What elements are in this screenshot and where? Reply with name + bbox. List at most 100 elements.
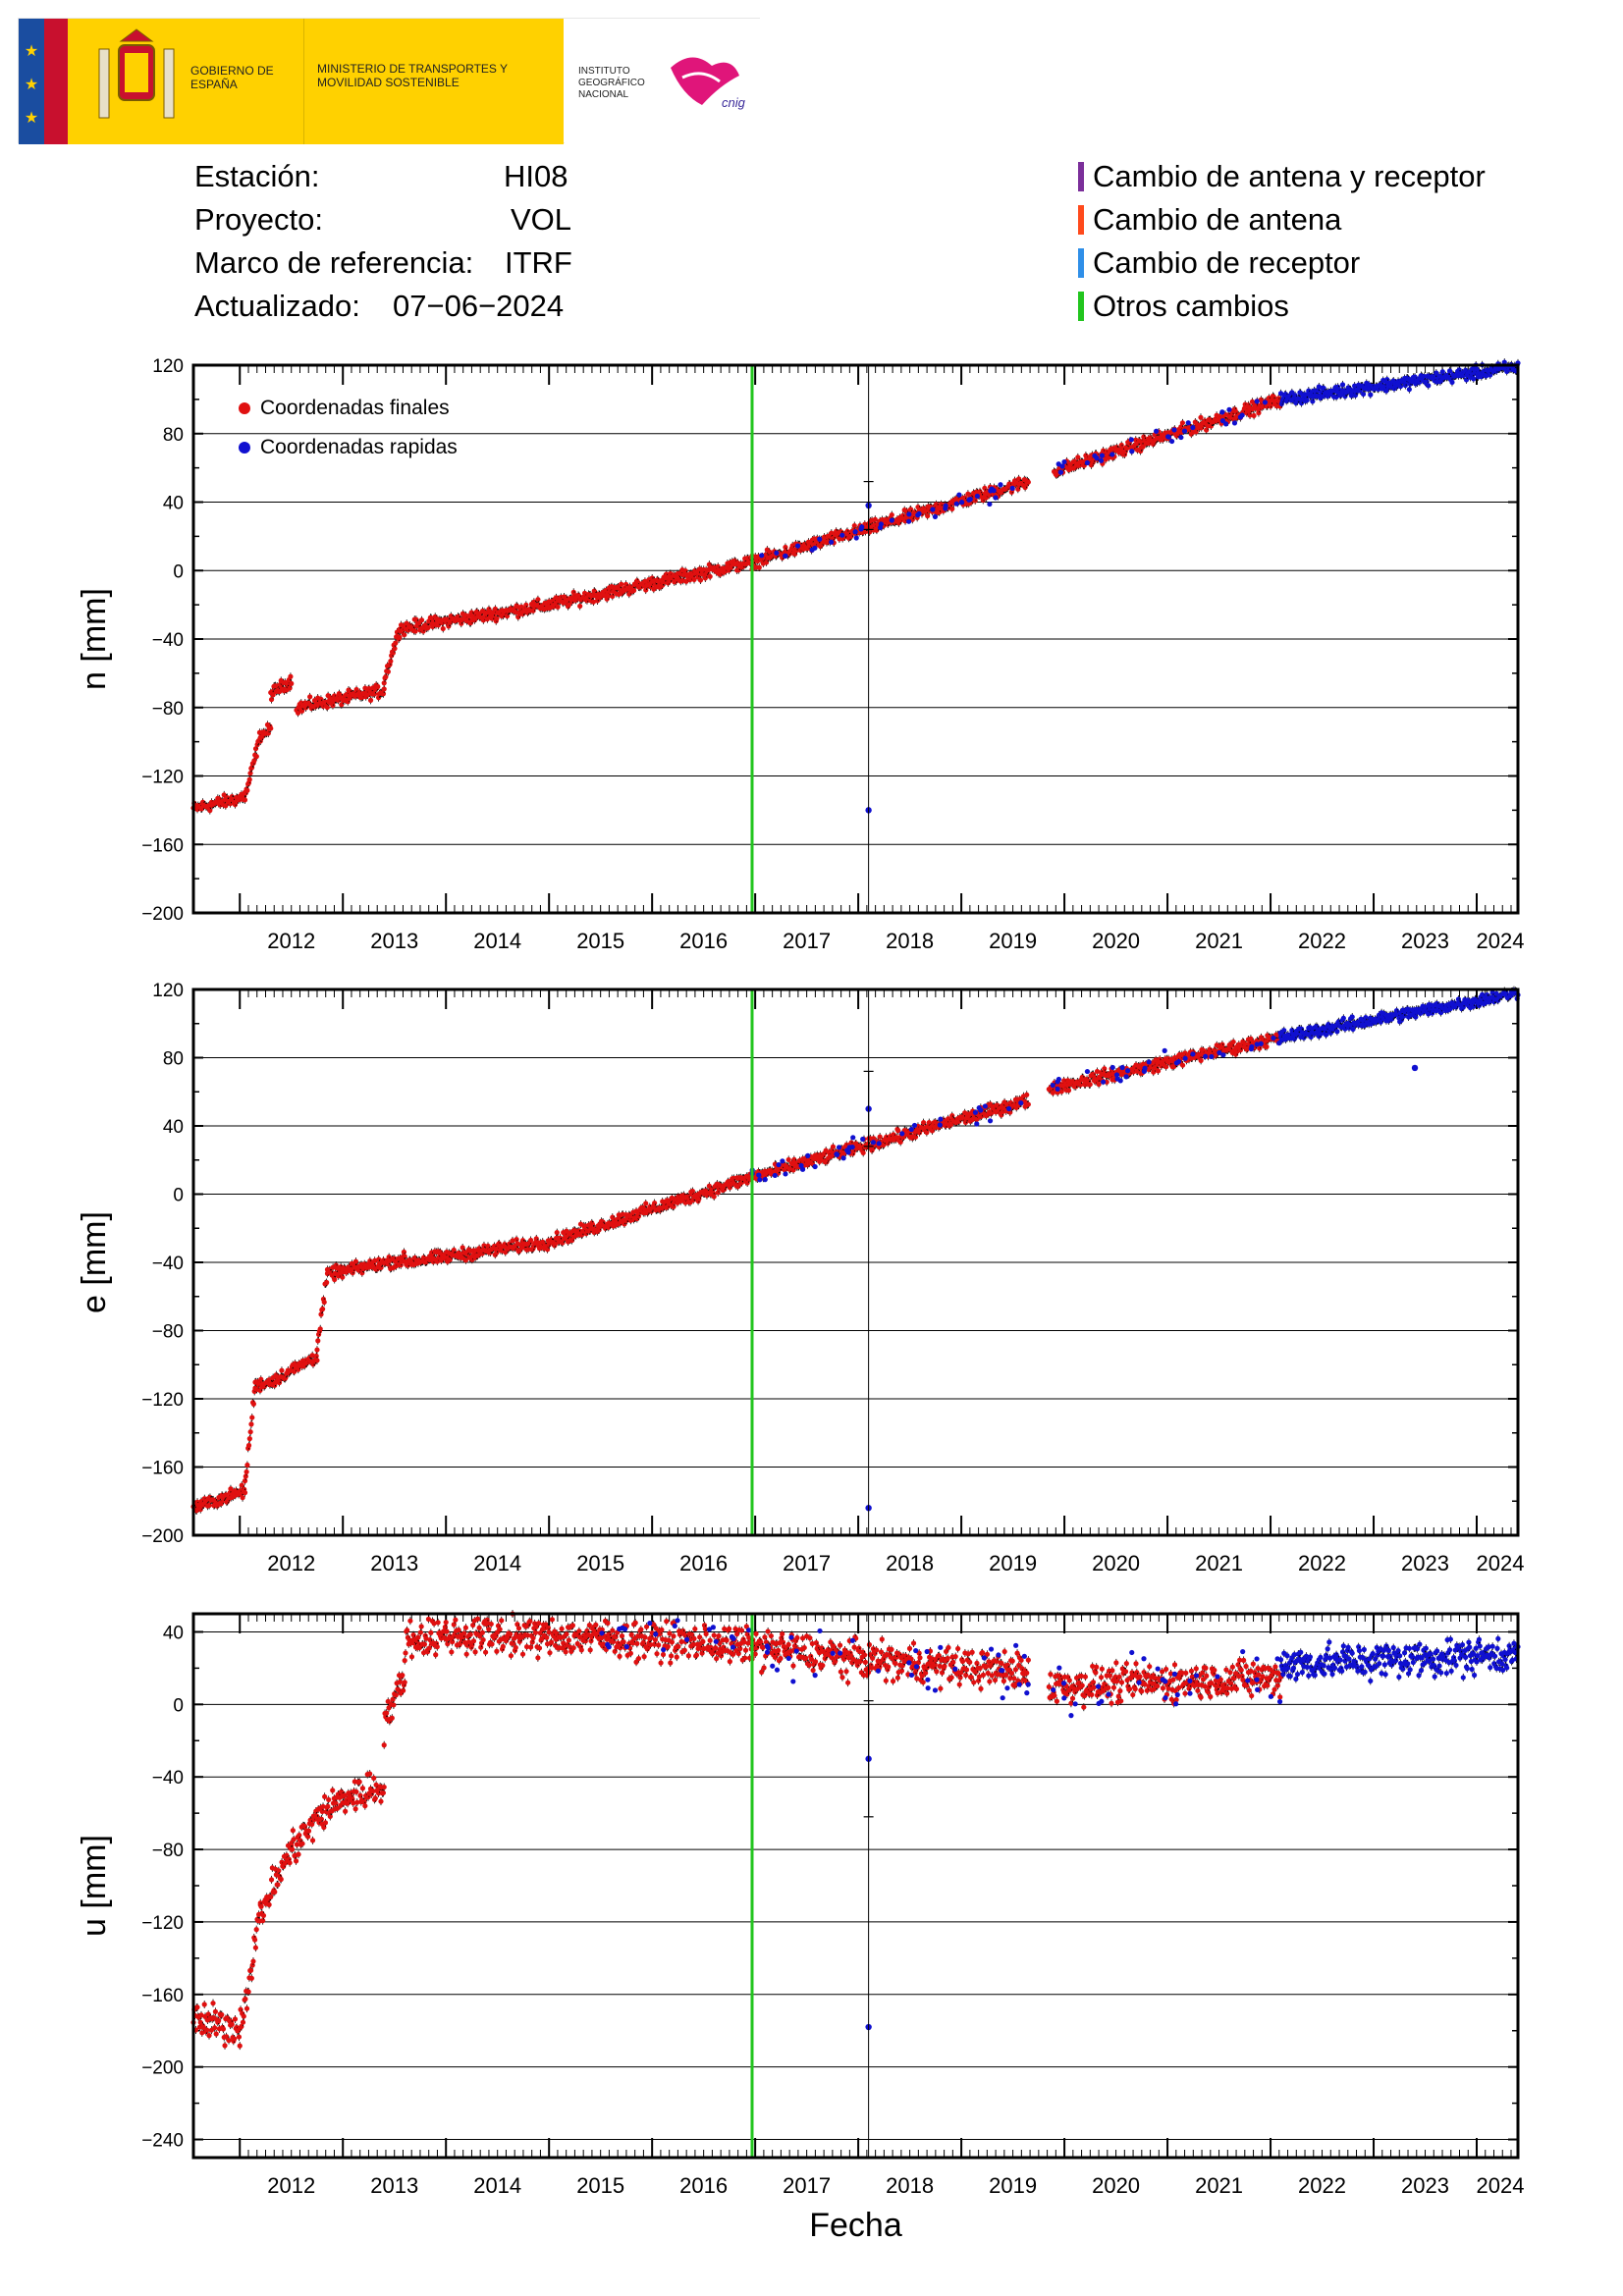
series-final xyxy=(190,1029,1284,1515)
data-point xyxy=(1310,399,1316,404)
data-point xyxy=(1168,438,1175,445)
data-point xyxy=(817,536,823,542)
data-point xyxy=(1009,485,1015,491)
y-tick-label: −40 xyxy=(152,1254,184,1274)
x-tick-label: 2019 xyxy=(989,929,1037,953)
y-tick-label: −200 xyxy=(141,904,184,925)
info-value-project: VOL xyxy=(511,202,572,237)
x-tick-label: 2014 xyxy=(473,929,521,953)
data-point xyxy=(793,547,799,554)
data-point xyxy=(619,581,624,587)
coat-of-arms-icon xyxy=(98,28,175,119)
y-axis-label: n [mm] xyxy=(76,588,113,690)
data-point xyxy=(1219,418,1226,424)
data-point xyxy=(930,507,936,512)
data-point xyxy=(1360,391,1367,398)
data-point xyxy=(1061,458,1067,465)
data-point xyxy=(246,776,252,782)
ign-cnig-icon xyxy=(671,57,739,105)
data-point xyxy=(380,691,387,697)
ign-text: INSTITUTO GEOGRÁFICO NACIONAL xyxy=(578,66,645,100)
gobierno-text: GOBIERNO DE ESPAÑA xyxy=(190,64,274,91)
logo-divider xyxy=(303,19,304,144)
data-point xyxy=(268,725,274,731)
data-point xyxy=(1237,414,1243,420)
data-point xyxy=(242,1490,248,1496)
chart-panel-0: −200 −160 −120 −80 −40 0 40 80 120 2012 2013 2014 20… xyxy=(76,356,1524,953)
data-point xyxy=(243,1468,249,1475)
data-point xyxy=(249,1415,255,1420)
ign-logo: INSTITUTO GEOGRÁFICO NACIONAL cnig xyxy=(565,19,761,144)
data-point xyxy=(244,1462,250,1468)
data-point xyxy=(906,518,912,524)
data-point xyxy=(523,602,529,608)
data-point xyxy=(371,691,378,697)
data-point xyxy=(1256,410,1262,416)
data-point xyxy=(853,535,859,541)
data-point xyxy=(1339,382,1346,388)
data-point xyxy=(247,1429,253,1435)
data-point xyxy=(381,686,387,692)
data-point xyxy=(1181,428,1188,434)
series-rapid xyxy=(759,358,1521,560)
data-point xyxy=(1109,452,1115,457)
data-point xyxy=(1426,383,1432,389)
chart-panel-1: −200 −160 −120 −80 −40 0 40 80 120 2012 2013 2014 20… xyxy=(76,981,1524,1575)
data-point xyxy=(385,668,391,674)
data-point xyxy=(878,521,884,527)
data-point xyxy=(412,628,418,634)
change-legend-label-receiver: Cambio de receptor xyxy=(1093,245,1361,280)
data-point xyxy=(504,613,511,619)
x-tick-label: 2013 xyxy=(370,1551,418,1575)
x-tick-label: 2020 xyxy=(1092,929,1140,953)
data-point xyxy=(1129,449,1135,454)
data-point xyxy=(889,511,894,518)
government-logo: GOBIERNO DE ESPAÑA MINISTERIO DE TRANSPO… xyxy=(68,19,564,144)
data-point xyxy=(1190,424,1196,431)
data-point xyxy=(288,673,294,679)
data-point xyxy=(1165,434,1172,440)
data-point xyxy=(1219,409,1225,415)
data-point xyxy=(250,1401,256,1407)
change-legend-swatch-antenna-receiver xyxy=(1078,162,1084,191)
data-point xyxy=(317,1326,323,1332)
data-point xyxy=(916,510,922,516)
data-point xyxy=(352,1258,358,1264)
x-tick-label: 2018 xyxy=(886,929,934,953)
x-tick-label: 2014 xyxy=(473,1551,521,1575)
data-point xyxy=(851,522,857,529)
data-point xyxy=(1099,453,1106,458)
data-point xyxy=(1277,391,1284,397)
data-point xyxy=(1075,454,1081,460)
data-point xyxy=(314,1358,320,1363)
data-point xyxy=(1232,408,1239,414)
x-tick-label: 2012 xyxy=(267,1551,315,1575)
y-tick-label: −120 xyxy=(141,1390,184,1411)
data-point xyxy=(1247,412,1253,418)
data-point xyxy=(974,493,981,500)
data-point xyxy=(332,1276,338,1283)
data-point xyxy=(375,683,381,690)
spain-flag-icon: ★ ★ ★ xyxy=(19,19,68,144)
data-point xyxy=(367,697,374,703)
data-point xyxy=(1084,459,1090,466)
data-point xyxy=(966,497,972,503)
data-point xyxy=(839,532,845,538)
data-point xyxy=(402,632,407,638)
data-point xyxy=(889,517,894,523)
data-point xyxy=(320,1306,326,1312)
change-legend-swatch-other xyxy=(1078,292,1084,321)
data-point xyxy=(321,1299,327,1306)
data-point xyxy=(1106,454,1111,460)
x-tick-label: 2021 xyxy=(1195,929,1243,953)
x-tick-label: 2016 xyxy=(679,1551,728,1575)
data-point xyxy=(566,602,571,608)
legend-label: Coordenadas rapidas xyxy=(260,436,458,458)
data-point xyxy=(245,1442,252,1449)
data-point xyxy=(397,634,403,640)
data-point xyxy=(535,597,541,603)
y-tick-label: −40 xyxy=(152,630,184,651)
data-point xyxy=(937,509,943,515)
data-point xyxy=(949,506,955,512)
